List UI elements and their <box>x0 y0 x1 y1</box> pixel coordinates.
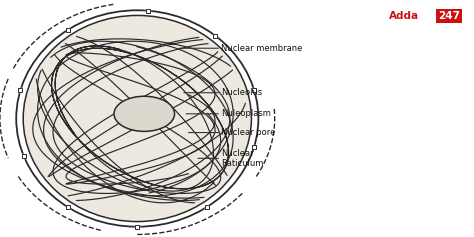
Text: Nuclear
Raticulum: Nuclear Raticulum <box>198 149 264 168</box>
Text: 247: 247 <box>438 11 460 21</box>
Ellipse shape <box>114 96 174 131</box>
Text: Nucleolus: Nucleolus <box>184 88 263 97</box>
Text: Nuclear membrane: Nuclear membrane <box>179 44 302 53</box>
Text: Adda: Adda <box>389 11 419 21</box>
Text: Nuclear pore: Nuclear pore <box>189 128 275 137</box>
Ellipse shape <box>23 15 251 222</box>
Text: Nuleoplasm: Nuleoplasm <box>186 109 271 118</box>
